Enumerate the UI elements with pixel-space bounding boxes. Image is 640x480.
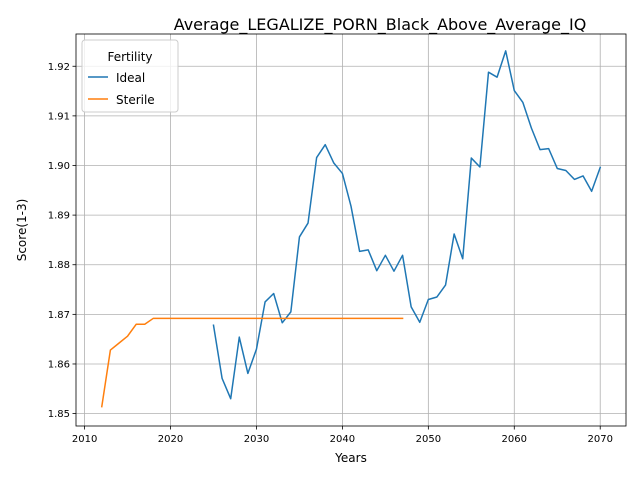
x-tick-label: 2070 <box>587 434 612 445</box>
y-axis-label: Score(1-3) <box>15 199 29 262</box>
x-tick-label: 2040 <box>330 434 355 445</box>
y-tick-label: 1.90 <box>48 161 70 172</box>
series-line-sterile <box>100 317 404 408</box>
series-line-ideal <box>212 50 602 400</box>
y-tick-label: 1.91 <box>48 111 70 122</box>
x-tick-label: 2010 <box>72 434 97 445</box>
x-tick-label: 2050 <box>416 434 441 445</box>
series-layer <box>100 50 602 408</box>
y-tick-label: 1.92 <box>48 62 70 73</box>
x-tick-label: 2020 <box>158 434 183 445</box>
y-tick-label: 1.85 <box>48 409 70 420</box>
legend-title: Fertility <box>107 50 152 64</box>
x-tick-label: 2030 <box>244 434 269 445</box>
legend-label-sterile: Sterile <box>116 93 155 107</box>
legend-label-ideal: Ideal <box>116 71 145 85</box>
x-axis: 2010 2020 2030 2040 2050 2060 2070 <box>72 426 613 445</box>
y-tick-label: 1.86 <box>48 359 70 370</box>
y-tick-label: 1.87 <box>48 310 70 321</box>
legend-box <box>81 39 179 113</box>
legend: Fertility Ideal Sterile <box>81 39 179 113</box>
y-tick-label: 1.89 <box>48 211 70 222</box>
chart-title: Average_LEGALIZE_PORN_Black_Above_Averag… <box>174 15 587 35</box>
y-tick-label: 1.88 <box>48 260 70 271</box>
x-tick-label: 2060 <box>502 434 527 445</box>
grid-lines <box>76 34 626 426</box>
plot-frame <box>75 33 627 427</box>
x-axis-label: Years <box>334 451 367 465</box>
y-axis: 1.85 1.86 1.87 1.88 1.89 1.90 1.91 1.92 <box>48 62 76 420</box>
